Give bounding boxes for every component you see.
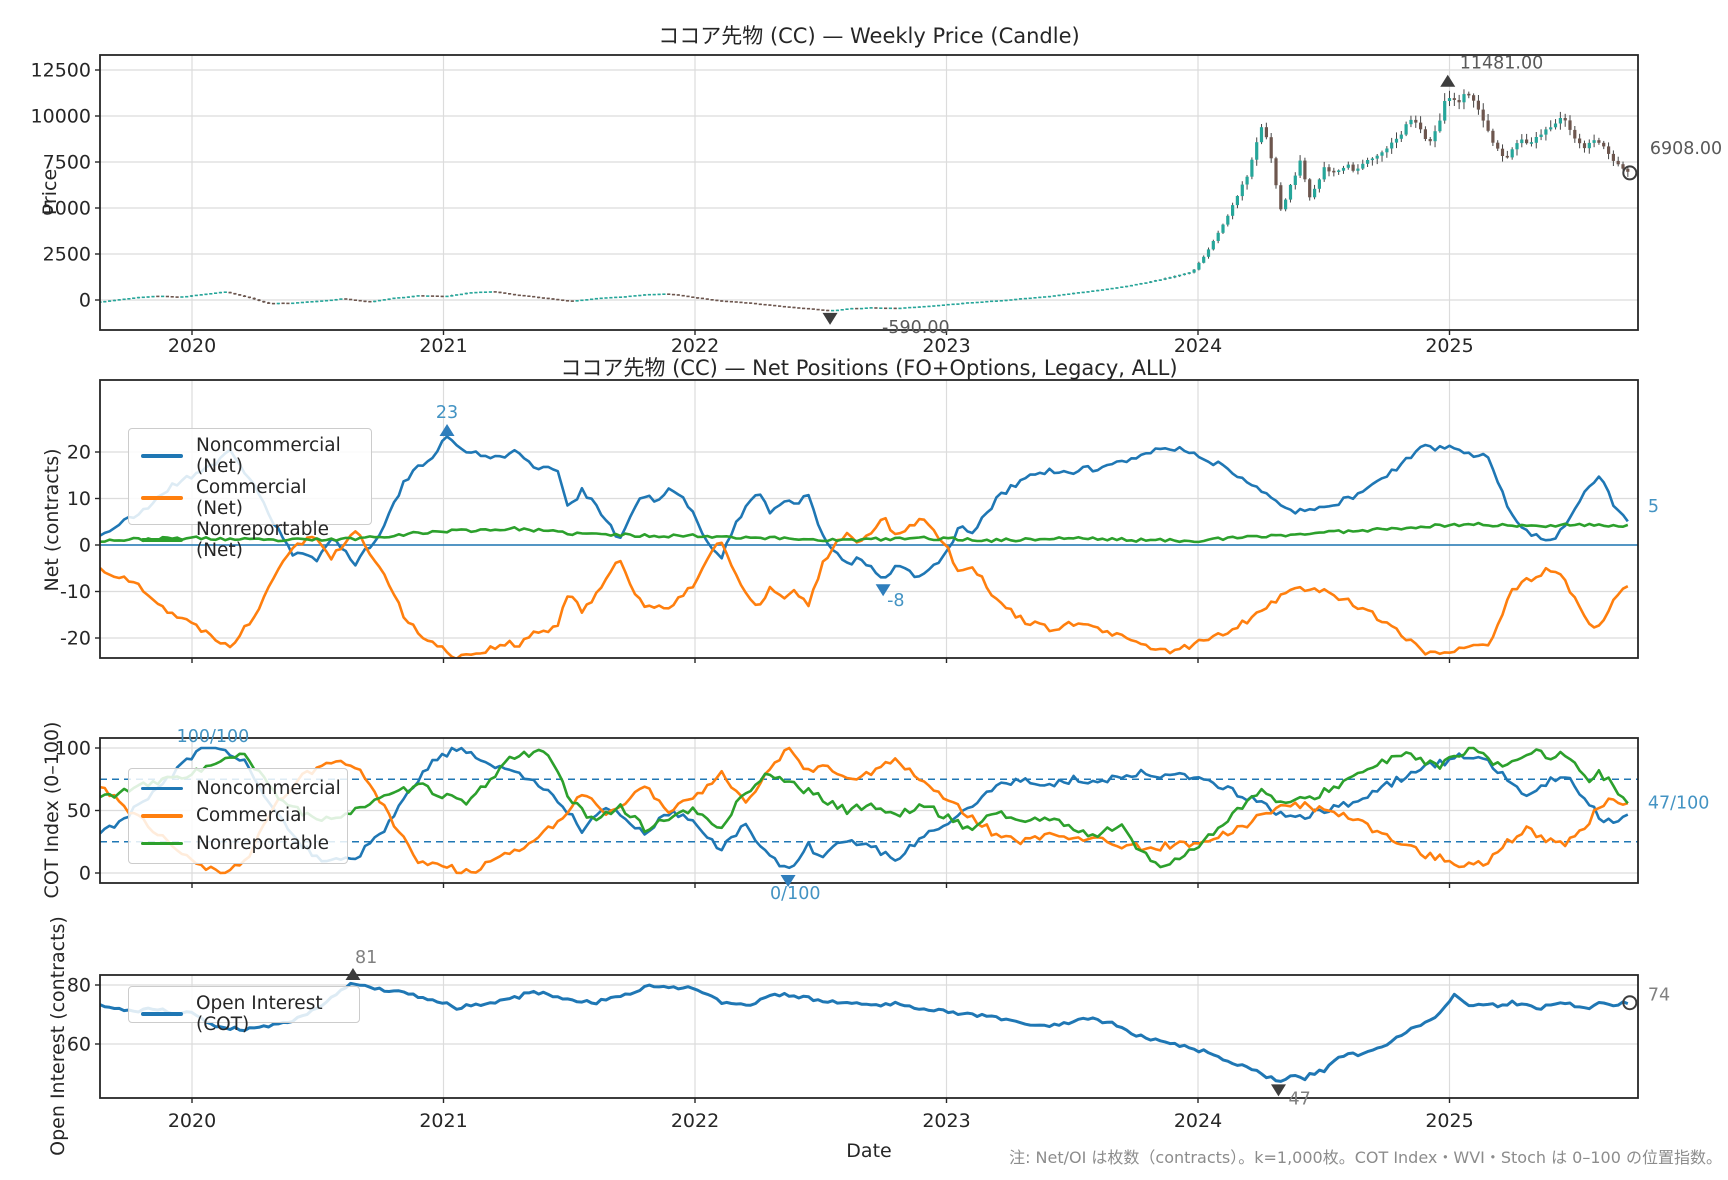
commercial-line-swatch	[141, 814, 183, 818]
svg-text:2023: 2023	[922, 1110, 970, 1132]
svg-text:50: 50	[67, 800, 91, 822]
svg-text:0: 0	[79, 535, 91, 557]
svg-text:0: 0	[79, 863, 91, 885]
svg-text:10000: 10000	[31, 106, 91, 128]
svg-text:47/100: 47/100	[1648, 793, 1710, 813]
svg-text:2025: 2025	[1425, 1110, 1473, 1132]
svg-text:100: 100	[55, 738, 91, 760]
net-positions-chart-title: ココア先物 (CC) — Net Positions (FO+Options, …	[560, 356, 1178, 380]
svg-text:2025: 2025	[1425, 335, 1473, 357]
svg-text:47: 47	[1288, 1089, 1310, 1109]
svg-text:2020: 2020	[168, 335, 216, 357]
cot-index-legend: Noncommercial Commercial Nonreportable	[128, 768, 348, 864]
svg-text:0/100: 0/100	[770, 884, 820, 904]
legend-label: Commercial	[196, 805, 307, 827]
x-axis-label: Date	[846, 1140, 892, 1162]
legend-item: Nonreportable	[141, 833, 335, 854]
nonreportable-line-swatch	[141, 841, 183, 845]
legend-label: Commercial (Net)	[196, 477, 307, 519]
svg-text:2024: 2024	[1174, 335, 1222, 357]
footnote: 注: Net/OI は枚数（contracts）。k=1,000枚。COT In…	[1009, 1148, 1722, 1167]
svg-text:2024: 2024	[1174, 1110, 1222, 1132]
svg-text:60: 60	[67, 1034, 91, 1056]
legend-item: Noncommercial (Net)	[141, 435, 359, 477]
net-y-axis-label: Net (contracts)	[41, 448, 63, 592]
legend-label: Nonreportable	[196, 832, 329, 854]
noncommercial-line-swatch	[141, 786, 183, 791]
svg-text:2020: 2020	[168, 1110, 216, 1132]
svg-text:2021: 2021	[419, 1110, 467, 1132]
svg-text:2022: 2022	[671, 1110, 719, 1132]
svg-text:-590.00: -590.00	[882, 318, 950, 338]
svg-text:0: 0	[79, 290, 91, 312]
legend-item: Open Interest (COT)	[141, 993, 347, 1035]
price-chart-title: ココア先物 (CC) — Weekly Price (Candle)	[658, 24, 1080, 48]
legend-item: Nonreportable (Net)	[141, 519, 359, 561]
svg-text:2022: 2022	[671, 335, 719, 357]
svg-text:2500: 2500	[43, 244, 91, 266]
open-interest-line-swatch	[141, 1012, 183, 1016]
svg-text:23: 23	[436, 403, 458, 423]
legend-item: Noncommercial	[141, 778, 341, 799]
svg-text:-20: -20	[60, 628, 91, 650]
svg-text:74: 74	[1648, 986, 1670, 1006]
svg-text:-8: -8	[887, 591, 904, 611]
svg-text:100/100: 100/100	[177, 727, 250, 747]
noncommercial-line-swatch	[141, 454, 183, 458]
legend-label: Open Interest (COT)	[196, 993, 323, 1035]
legend-label: Noncommercial	[196, 778, 341, 800]
legend-item: Commercial (Net)	[141, 477, 359, 519]
svg-text:-10: -10	[60, 581, 91, 603]
svg-text:2023: 2023	[922, 335, 970, 357]
svg-text:20: 20	[67, 442, 91, 464]
cot-index-y-axis-label: COT Index (0–100)	[41, 721, 63, 899]
commercial-line-swatch	[141, 496, 183, 500]
legend-label: Nonreportable (Net)	[196, 519, 329, 561]
svg-text:5000: 5000	[43, 198, 91, 220]
svg-text:10: 10	[67, 488, 91, 510]
svg-text:12500: 12500	[31, 60, 91, 82]
nonreportable-line-swatch	[141, 538, 183, 542]
svg-text:7500: 7500	[43, 152, 91, 174]
svg-text:80: 80	[67, 975, 91, 997]
svg-text:5: 5	[1648, 497, 1659, 517]
svg-text:81: 81	[355, 948, 377, 968]
net-positions-legend: Noncommercial (Net) Commercial (Net) Non…	[128, 428, 372, 561]
svg-text:2021: 2021	[419, 335, 467, 357]
open-interest-y-axis-label: Open Interest (contracts)	[47, 916, 69, 1156]
svg-text:11481.00: 11481.00	[1460, 54, 1544, 74]
legend-label: Noncommercial (Net)	[196, 435, 341, 477]
price-y-axis-label: Price	[39, 168, 61, 216]
open-interest-legend: Open Interest (COT)	[128, 986, 360, 1035]
svg-text:6908.00: 6908.00	[1650, 139, 1722, 159]
legend-item: Commercial	[141, 805, 335, 826]
